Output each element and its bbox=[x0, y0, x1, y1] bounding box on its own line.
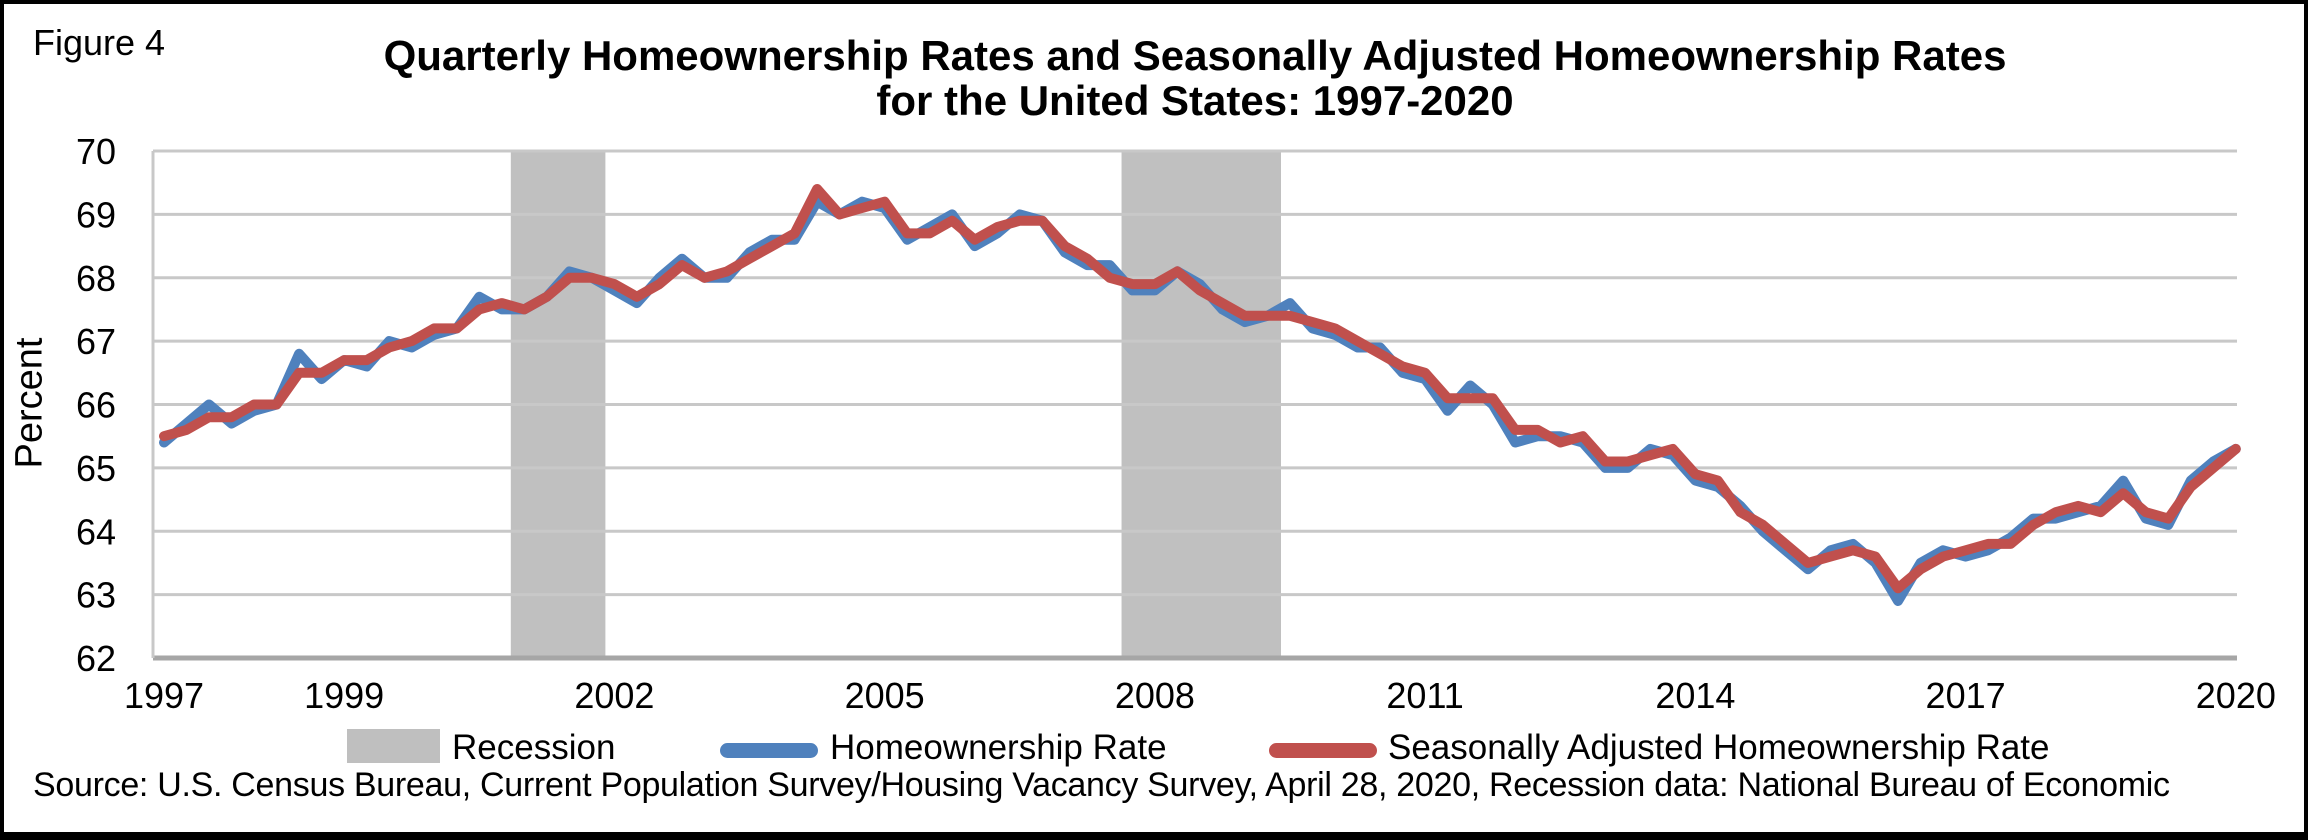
x-tick-label: 2017 bbox=[1926, 675, 2006, 716]
y-tick-label: 70 bbox=[76, 131, 116, 172]
chart-title-line2: for the United States: 1997-2020 bbox=[876, 77, 1514, 124]
legend-label-homeownership-rate: Homeownership Rate bbox=[830, 728, 1167, 767]
chart-title: Quarterly Homeownership Rates and Season… bbox=[153, 33, 2237, 123]
x-tick-label: 2011 bbox=[1386, 675, 1463, 716]
y-tick-label: 67 bbox=[76, 321, 116, 362]
y-tick-label: 69 bbox=[76, 194, 116, 235]
source-text: Source: U.S. Census Bureau, Current Popu… bbox=[33, 766, 2170, 804]
legend-recession-swatch bbox=[347, 729, 440, 763]
x-tick-label: 1997 bbox=[124, 675, 204, 716]
y-tick-label: 66 bbox=[76, 385, 116, 426]
y-tick-label: 63 bbox=[76, 575, 116, 616]
x-tick-label: 2008 bbox=[1115, 675, 1195, 716]
x-tick-label: 2014 bbox=[1655, 675, 1735, 716]
figure-label: Figure 4 bbox=[33, 22, 166, 63]
y-tick-label: 65 bbox=[76, 448, 116, 489]
y-axis-title: Percent bbox=[8, 337, 51, 469]
x-tick-label: 1999 bbox=[304, 675, 384, 716]
y-tick-label: 62 bbox=[76, 638, 116, 679]
y-tick-label: 68 bbox=[76, 258, 116, 299]
legend-homeownership-swatch bbox=[720, 743, 818, 758]
seasonally-adjusted-line bbox=[159, 184, 2241, 594]
legend-label-seasonally-adjusted: Seasonally Adjusted Homeownership Rate bbox=[1388, 728, 2050, 767]
x-tick-label: 2020 bbox=[2196, 675, 2276, 716]
y-tick-label: 64 bbox=[76, 511, 116, 552]
legend-label-recession: Recession bbox=[452, 728, 616, 767]
legend-seasonally-adjusted-swatch bbox=[1269, 743, 1377, 758]
x-tick-label: 2005 bbox=[845, 675, 925, 716]
x-tick-label: 2002 bbox=[574, 675, 654, 716]
chart-title-line1: Quarterly Homeownership Rates and Season… bbox=[383, 32, 2007, 79]
